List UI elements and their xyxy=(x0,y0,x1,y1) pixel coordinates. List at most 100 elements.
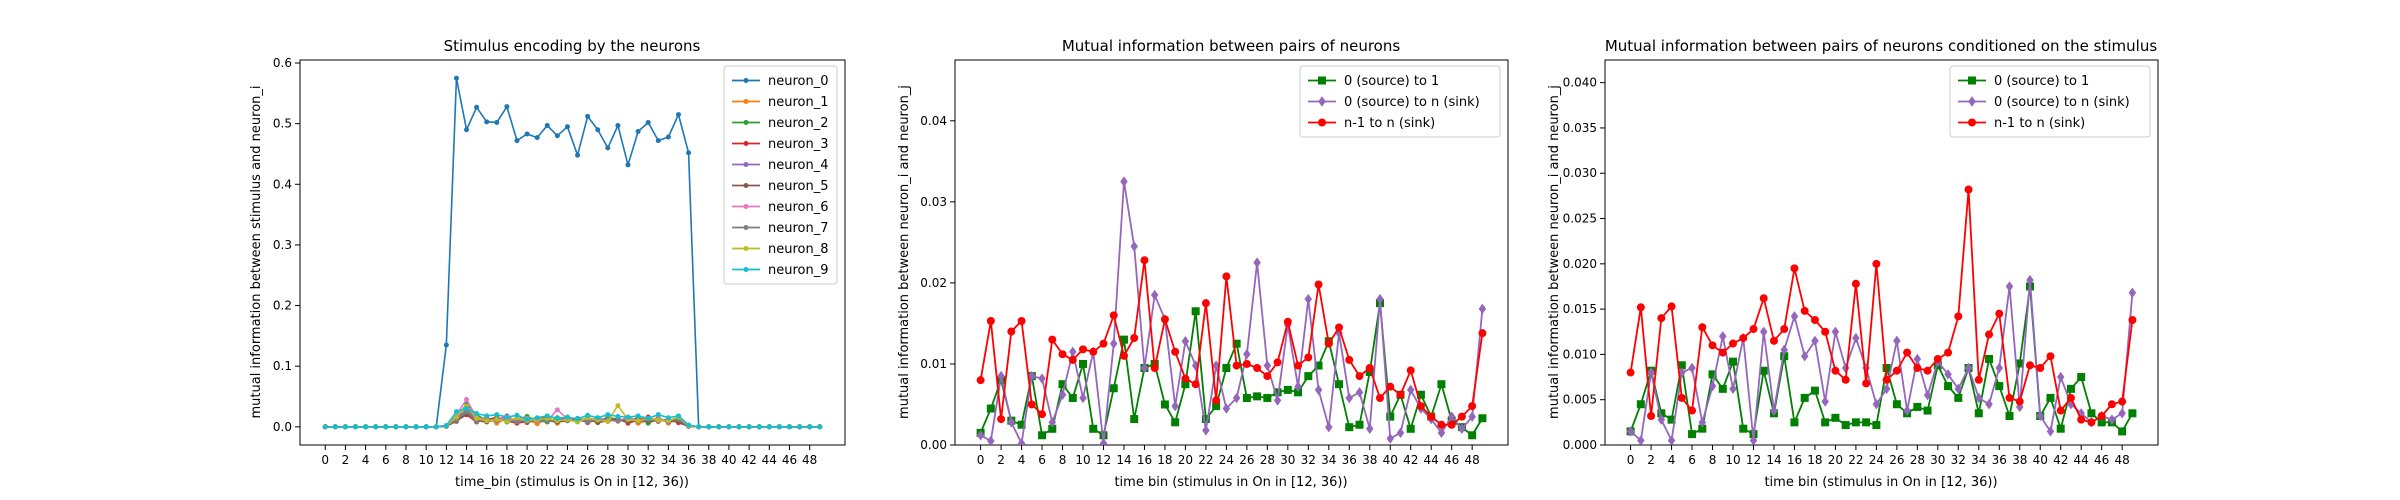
data-point xyxy=(524,131,530,137)
data-point xyxy=(1068,355,1077,364)
data-point xyxy=(1028,370,1036,382)
y-axis-label: mutual information between neuron_i and … xyxy=(1547,85,1562,419)
data-point xyxy=(605,412,611,418)
data-point xyxy=(1212,402,1221,411)
data-point xyxy=(1079,345,1088,354)
data-point xyxy=(575,416,581,422)
data-point xyxy=(1790,311,1799,322)
data-point xyxy=(1386,412,1395,421)
x-tick-label: 24 xyxy=(1869,453,1884,467)
data-point xyxy=(1345,355,1354,364)
data-point xyxy=(2108,414,2116,425)
data-point xyxy=(1324,339,1333,348)
x-tick-label: 30 xyxy=(1930,453,1945,467)
data-point xyxy=(1109,338,1118,349)
data-point xyxy=(1079,392,1087,404)
legend: 0 (source) to 1 0 (source) to n (sink) n-1… xyxy=(1949,65,2151,138)
data-point xyxy=(1191,360,1200,371)
y-tick-label: 0.3 xyxy=(273,238,292,252)
data-point xyxy=(1058,389,1067,400)
data-point xyxy=(1862,362,1870,374)
data-point xyxy=(1130,241,1138,252)
data-point xyxy=(1318,118,1326,127)
data-point xyxy=(474,410,480,416)
data-point xyxy=(635,418,641,424)
data-point xyxy=(605,145,611,151)
data-point xyxy=(743,183,749,188)
data-point xyxy=(1478,414,1487,423)
data-point xyxy=(1427,412,1436,421)
data-point xyxy=(2025,361,2034,370)
y-tick-label: 0.010 xyxy=(1563,347,1597,361)
x-tick-label: 42 xyxy=(2053,453,2068,467)
legend-label: n-1 to n (sink) xyxy=(1994,116,2085,131)
x-tick-label: 22 xyxy=(1848,453,1863,467)
data-point xyxy=(1729,339,1738,348)
y-tick-label: 0.1 xyxy=(273,359,292,373)
data-point xyxy=(1325,421,1333,433)
data-point xyxy=(1975,392,1983,404)
data-point xyxy=(1913,364,1922,372)
x-tick-label: 34 xyxy=(1971,453,1986,467)
data-point xyxy=(743,78,749,83)
data-point xyxy=(464,406,470,412)
x-tick-label: 38 xyxy=(2012,453,2027,467)
data-point xyxy=(1253,392,1262,401)
x-tick-label: 28 xyxy=(1260,453,1275,467)
legend-label: 0 (source) to n (sink) xyxy=(1994,95,2130,110)
data-point xyxy=(1253,364,1262,372)
legend: neuron_0 neuron_1 neuron_2 neuron_3 neuron_4… xyxy=(723,65,838,285)
x-tick-label: 22 xyxy=(540,453,555,467)
x-tick-label: 12 xyxy=(439,453,454,467)
data-point xyxy=(1810,386,1819,395)
x-tick-label: 22 xyxy=(1198,453,1213,467)
data-point xyxy=(2128,409,2137,418)
data-point xyxy=(1314,384,1323,396)
data-point xyxy=(1810,315,1819,324)
data-point xyxy=(1923,366,1932,375)
data-point xyxy=(1437,420,1446,429)
data-point xyxy=(403,424,409,430)
data-point xyxy=(997,415,1006,424)
x-tick-label: 36 xyxy=(1992,453,2007,467)
data-point xyxy=(1109,311,1118,320)
chart-mi-pairs-conditioned: Mutual information between pairs of neur… xyxy=(1547,37,2159,490)
legend-label: neuron_7 xyxy=(768,221,829,236)
data-point xyxy=(976,376,985,385)
data-point xyxy=(1242,359,1251,368)
x-tick-label: 28 xyxy=(600,453,615,467)
data-point xyxy=(1739,424,1748,433)
data-point xyxy=(2087,409,2096,418)
data-point xyxy=(1749,325,1758,334)
x-tick-label: 0 xyxy=(321,453,329,467)
x-tick-label: 6 xyxy=(1688,453,1696,467)
data-point xyxy=(1365,368,1374,377)
data-point xyxy=(554,407,560,413)
legend-label: neuron_3 xyxy=(768,137,829,152)
data-point xyxy=(484,413,490,419)
data-point xyxy=(1954,312,1963,321)
data-point xyxy=(1048,424,1057,433)
data-point xyxy=(1355,372,1364,381)
data-point xyxy=(2097,418,2106,427)
data-point xyxy=(585,418,591,424)
data-point xyxy=(1386,433,1394,444)
data-point xyxy=(1657,409,1666,418)
data-point xyxy=(1893,335,1901,347)
data-point xyxy=(1719,331,1727,342)
data-point xyxy=(1667,435,1676,445)
data-point xyxy=(2066,384,2075,393)
data-point xyxy=(743,99,749,104)
x-tick-label: 8 xyxy=(1709,453,1717,467)
x-tick-label: 46 xyxy=(782,453,797,467)
data-point xyxy=(1232,392,1241,404)
data-point xyxy=(716,424,722,430)
y-tick-label: 0.025 xyxy=(1563,212,1597,226)
data-point xyxy=(2118,397,2127,406)
y-tick-label: 0.01 xyxy=(920,357,947,371)
data-point xyxy=(2026,274,2034,286)
data-point xyxy=(1171,418,1180,427)
data-point xyxy=(1396,390,1405,399)
data-point xyxy=(743,120,749,125)
data-point xyxy=(514,412,520,418)
